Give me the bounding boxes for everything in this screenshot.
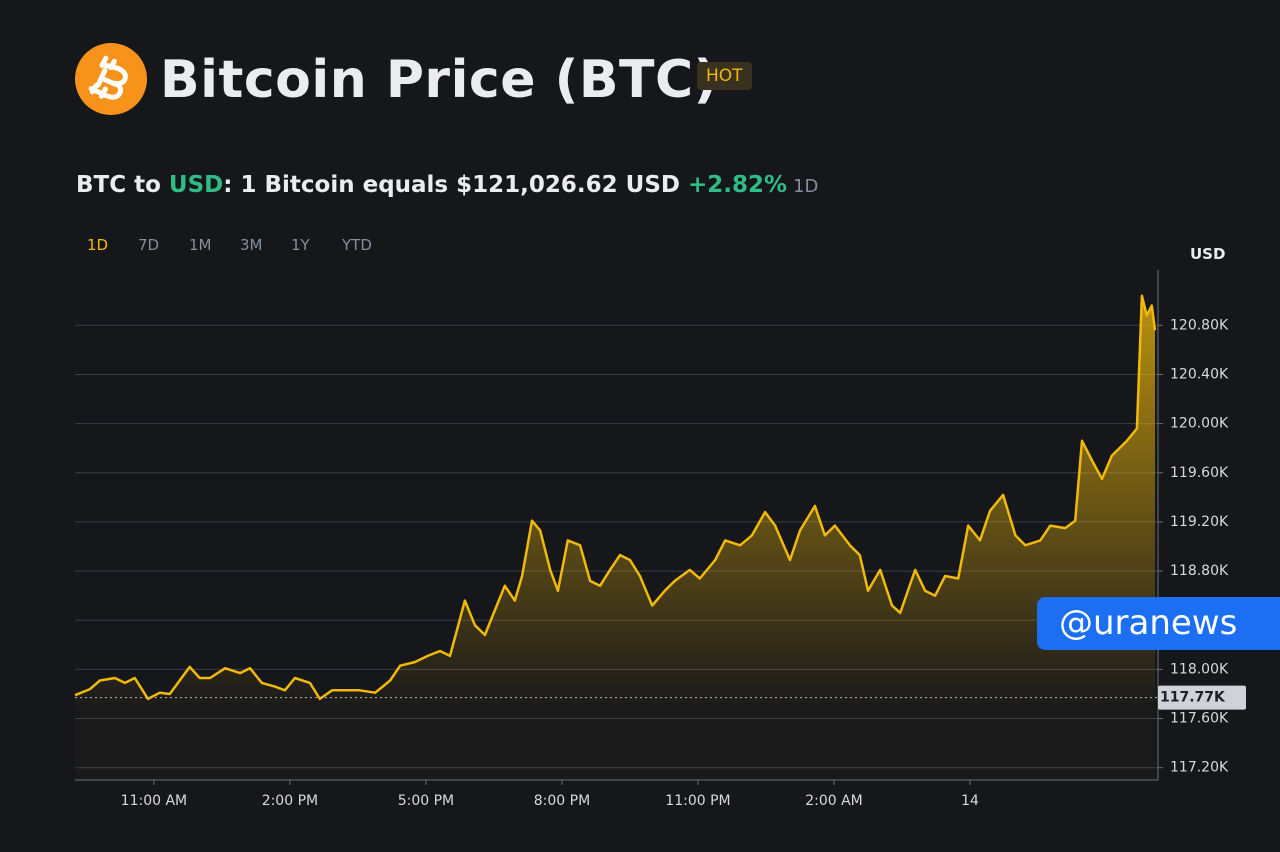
area-fill: [75, 295, 1155, 780]
pair-currency: USD: [168, 172, 224, 198]
x-tick-label: 2:00 AM: [805, 793, 863, 809]
y-tick-label: 117.60K: [1170, 711, 1229, 727]
y-tick-label: 120.00K: [1170, 416, 1229, 432]
range-button[interactable]: 7D: [138, 236, 160, 254]
reference-label: 117.77K: [1160, 690, 1226, 706]
y-tick-label: 118.80K: [1170, 563, 1229, 579]
price-change: +2.82%: [687, 172, 788, 198]
y-tick-label: 119.60K: [1170, 465, 1229, 481]
hot-badge: HOT: [697, 62, 752, 90]
y-axis-label: USD: [1190, 245, 1226, 263]
y-tick-label: 118.00K: [1170, 661, 1229, 677]
y-tick-label: 119.20K: [1170, 514, 1229, 530]
watermark-badge: @uranews: [1037, 597, 1280, 650]
price-text: : 1 Bitcoin equals $121,026.62 USD: [223, 172, 688, 198]
price-line: [74, 294, 1157, 701]
y-tick-label: 120.80K: [1170, 317, 1229, 333]
range-button[interactable]: 1D: [87, 236, 109, 254]
x-tick-label: 14: [961, 793, 979, 809]
x-tick-label: 11:00 AM: [121, 793, 187, 809]
change-period: 1D: [793, 176, 819, 197]
x-tick-label: 5:00 PM: [398, 793, 454, 809]
range-button[interactable]: YTD: [342, 236, 372, 254]
y-tick-label: 120.40K: [1170, 366, 1229, 382]
x-tick-label: 2:00 PM: [262, 793, 318, 809]
btc-logo: [75, 43, 147, 115]
x-tick-label: 11:00 PM: [665, 793, 730, 809]
x-tick-label: 8:00 PM: [534, 793, 590, 809]
y-tick-label: 117.20K: [1170, 760, 1229, 776]
range-selector: 1D 7D 1M 3M 1Y YTD: [76, 236, 382, 254]
pair-prefix: BTC to: [76, 172, 169, 198]
page-title: Bitcoin Price (BTC): [160, 50, 718, 110]
range-button[interactable]: 1M: [189, 236, 212, 254]
range-button[interactable]: 1Y: [291, 236, 310, 254]
reference-label-box: [1158, 685, 1246, 710]
price-summary: BTC to USD: 1 Bitcoin equals $121,026.62…: [76, 172, 818, 198]
range-button[interactable]: 3M: [240, 236, 263, 254]
